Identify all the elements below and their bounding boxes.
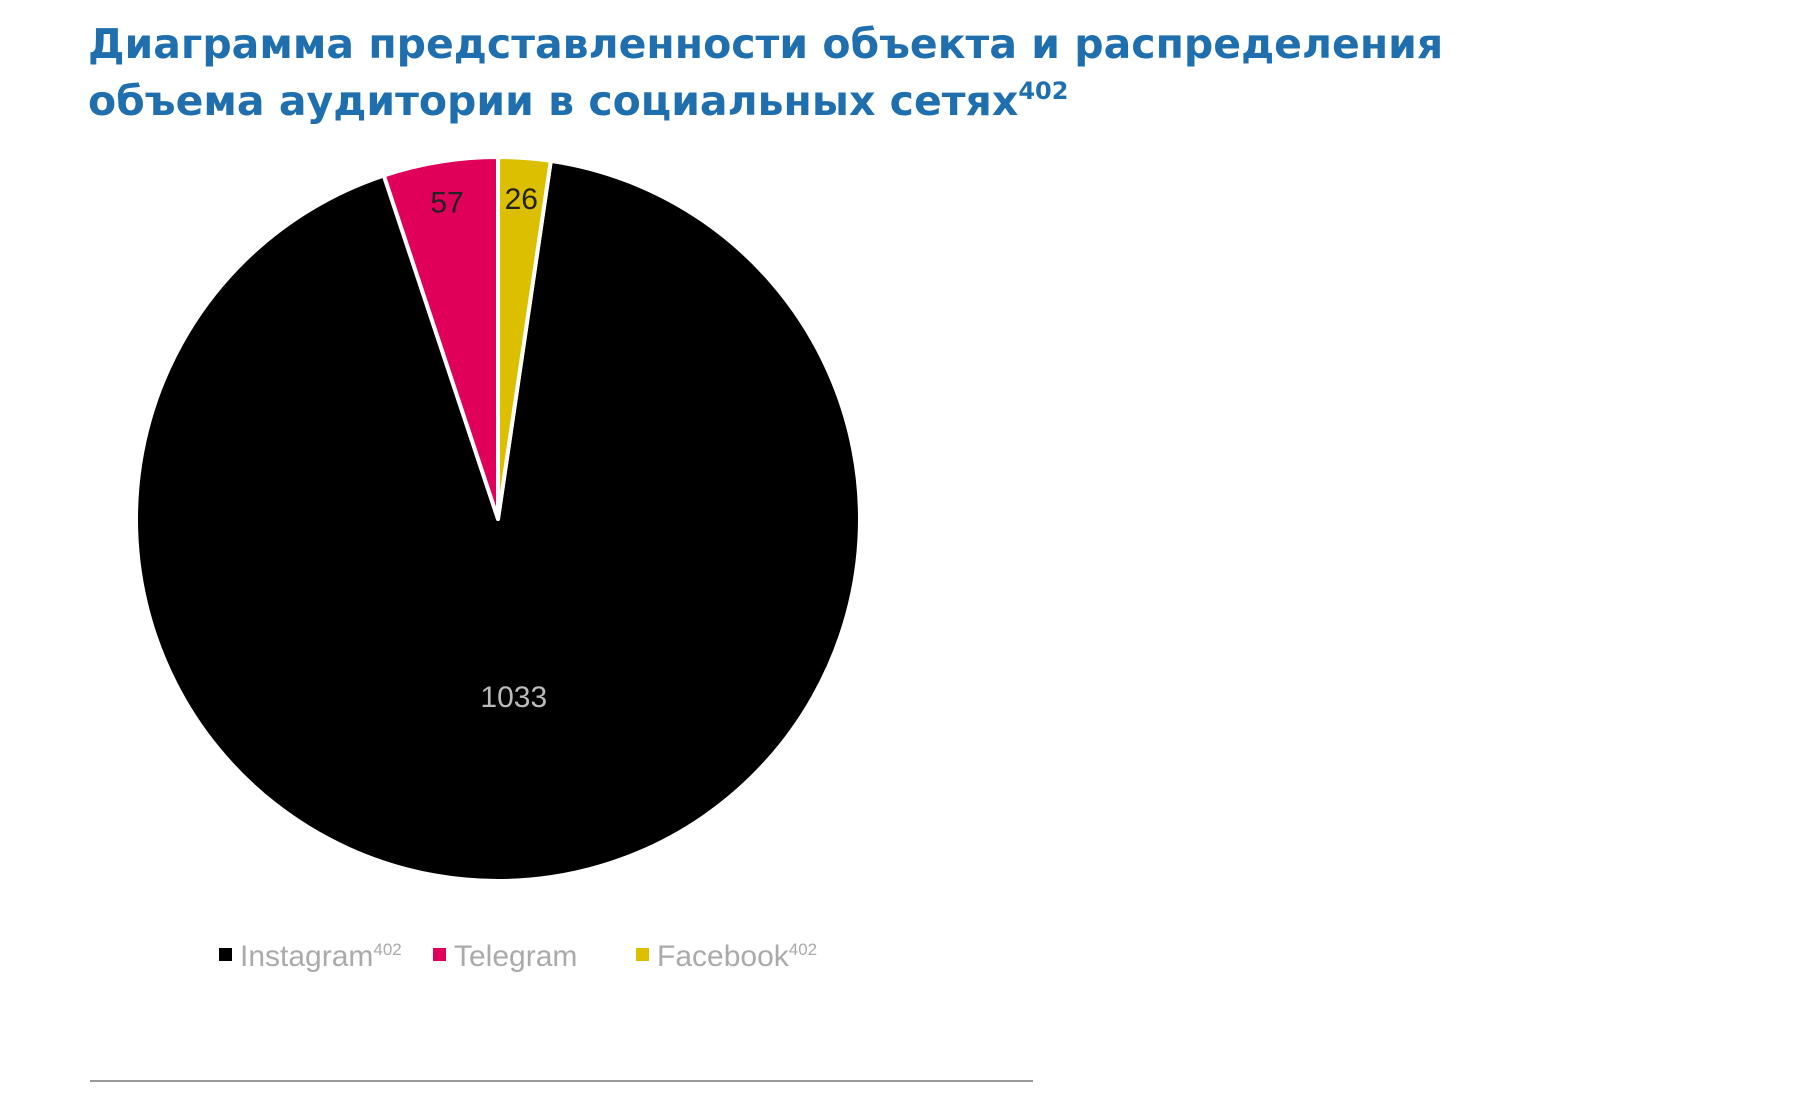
chart-title: объема аудитории в социальных сетях402 xyxy=(88,77,1068,125)
legend: Instagram402 Telegram Facebook402 xyxy=(219,940,817,973)
data-label: 1033 xyxy=(480,681,547,714)
data-label: 57 xyxy=(430,186,463,219)
legend-label: Instagram402 xyxy=(240,940,402,973)
chart-title: Диаграмма представленности объекта и рас… xyxy=(88,20,1443,68)
legend-swatch xyxy=(636,948,649,961)
legend-label: Telegram xyxy=(454,940,577,973)
title-text: объема аудитории в социальных сетях xyxy=(88,77,1018,125)
data-label: 26 xyxy=(505,183,538,216)
pie: 1033 57 26 xyxy=(134,155,862,883)
legend-text: Facebook xyxy=(657,940,790,973)
title-note: 402 xyxy=(1018,77,1068,105)
legend-note: 402 xyxy=(789,940,817,959)
pie-slice xyxy=(496,155,553,521)
legend-swatch xyxy=(219,948,232,961)
legend-text: Instagram xyxy=(240,940,373,973)
legend-text: Telegram xyxy=(454,940,577,973)
legend-note: 402 xyxy=(373,940,401,959)
legend-swatch xyxy=(433,948,446,961)
legend-label: Facebook402 xyxy=(657,940,817,973)
